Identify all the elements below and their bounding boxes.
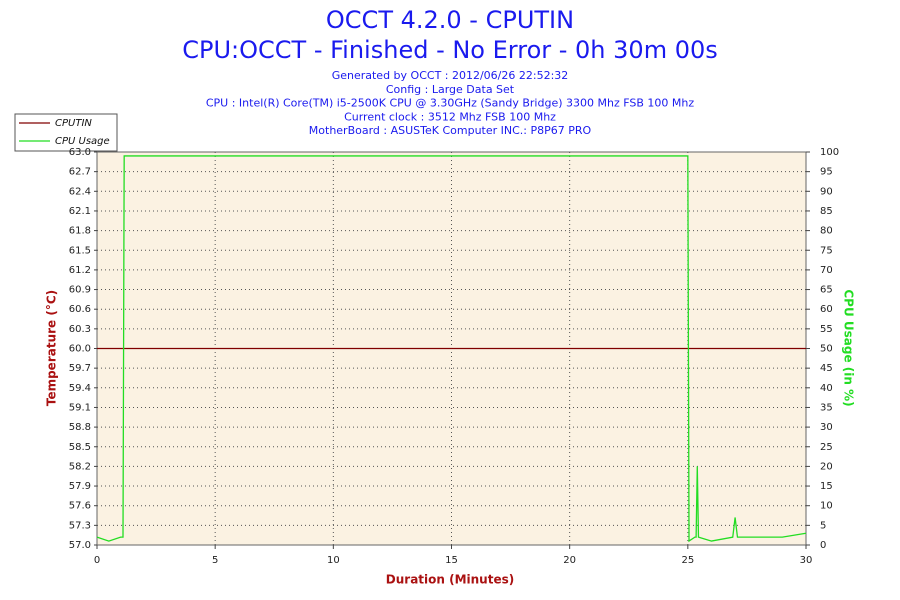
x-tick-label: 25	[681, 555, 694, 566]
y2-tick-label: 55	[820, 324, 833, 335]
y2-tick-label: 90	[820, 186, 833, 197]
y-tick-label: 57.0	[69, 540, 91, 551]
y-tick-label: 62.4	[69, 186, 91, 197]
y2-tick-label: 10	[820, 501, 833, 512]
y-tick-label: 62.1	[69, 206, 91, 217]
legend-label: CPUTIN	[55, 118, 92, 129]
y-tick-label: 62.7	[69, 167, 91, 178]
y2-tick-label: 75	[820, 245, 833, 256]
y2-tick-label: 40	[820, 383, 833, 394]
info-line: MotherBoard : ASUSTeK Computer INC.: P8P…	[309, 124, 592, 137]
y-axis-label: Temperature (°C)	[45, 290, 59, 406]
y-tick-label: 57.9	[69, 481, 91, 492]
y2-tick-label: 15	[820, 481, 833, 492]
info-line: CPU : Intel(R) Core(TM) i5-2500K CPU @ 3…	[206, 97, 694, 110]
y2-tick-label: 5	[820, 520, 826, 531]
y2-tick-label: 25	[820, 442, 833, 453]
y-tick-label: 63.0	[69, 147, 91, 158]
y-tick-label: 60.0	[69, 344, 91, 355]
x-axis-label: Duration (Minutes)	[386, 573, 514, 587]
y-tick-label: 59.1	[69, 402, 91, 413]
y-tick-label: 59.4	[69, 383, 91, 394]
chart-title: OCCT 4.2.0 - CPUTIN	[326, 6, 574, 34]
x-tick-label: 5	[212, 555, 218, 566]
y2-axis-label: CPU Usage (in %)	[842, 289, 856, 406]
info-line: Generated by OCCT : 2012/06/26 22:52:32	[332, 69, 569, 82]
y-tick-label: 61.2	[69, 265, 91, 276]
y2-tick-label: 65	[820, 285, 833, 296]
y-tick-label: 60.6	[69, 304, 91, 315]
y2-tick-label: 30	[820, 422, 833, 433]
y2-tick-label: 60	[820, 304, 833, 315]
y2-tick-label: 80	[820, 226, 833, 237]
y-tick-label: 57.6	[69, 501, 91, 512]
y-tick-label: 61.5	[69, 245, 91, 256]
y2-tick-label: 35	[820, 402, 833, 413]
y-tick-label: 60.3	[69, 324, 91, 335]
x-tick-label: 15	[445, 555, 458, 566]
y2-tick-label: 20	[820, 461, 833, 472]
x-tick-label: 30	[800, 555, 813, 566]
y-tick-label: 59.7	[69, 363, 91, 374]
y2-tick-label: 95	[820, 167, 833, 178]
legend	[14, 113, 118, 152]
x-tick-label: 10	[327, 555, 340, 566]
y2-tick-label: 45	[820, 363, 833, 374]
y2-tick-label: 0	[820, 540, 826, 551]
y-tick-label: 58.8	[69, 422, 91, 433]
y-tick-label: 57.3	[69, 520, 91, 531]
data-line	[96, 155, 807, 543]
info-line: Current clock : 3512 Mhz FSB 100 Mhz	[344, 110, 556, 123]
x-tick-label: 20	[563, 555, 576, 566]
legend-label: CPU Usage	[55, 136, 110, 147]
y-tick-label: 61.8	[69, 226, 91, 237]
y-tick-label: 58.5	[69, 442, 91, 453]
y2-tick-label: 50	[820, 344, 833, 355]
y-tick-label: 60.9	[69, 285, 91, 296]
y2-tick-label: 100	[820, 147, 839, 158]
info-line: Config : Large Data Set	[386, 83, 515, 96]
y2-tick-label: 85	[820, 206, 833, 217]
x-tick-label: 0	[94, 555, 100, 566]
y2-tick-label: 70	[820, 265, 833, 276]
chart-subtitle: CPU:OCCT - Finished - No Error - 0h 30m …	[182, 36, 718, 64]
y-tick-label: 58.2	[69, 461, 91, 472]
